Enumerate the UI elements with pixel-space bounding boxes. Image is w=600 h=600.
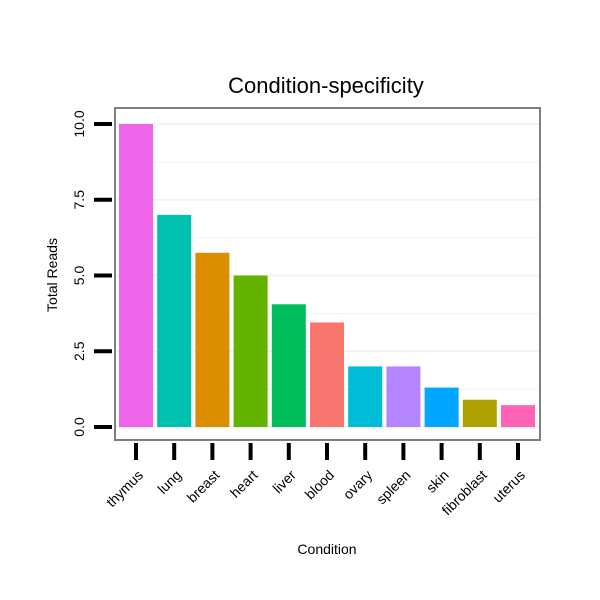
x-tick-label: uterus bbox=[489, 467, 528, 506]
bar-heart bbox=[233, 275, 268, 427]
x-tick-label: blood bbox=[302, 467, 338, 503]
bar-uterus bbox=[501, 405, 535, 427]
bar-spleen bbox=[386, 366, 421, 427]
chart-title: Condition-specificity bbox=[228, 73, 424, 98]
x-tick-label: spleen bbox=[373, 467, 413, 507]
y-tick-label: 0.0 bbox=[71, 417, 87, 437]
x-tick-label: liver bbox=[269, 467, 299, 497]
y-tick-label: 2.5 bbox=[71, 341, 87, 361]
bar-breast bbox=[195, 252, 230, 427]
y-axis: 0.0 2.5 5.0 7.5 10.0 bbox=[71, 110, 112, 437]
x-axis-label: Condition bbox=[297, 541, 356, 557]
y-axis-label: Total Reads bbox=[44, 238, 60, 312]
bar-thymus bbox=[119, 124, 153, 427]
bar-lung bbox=[157, 214, 192, 427]
x-axis: thymus lung breast heart liver blood ovarysple… bbox=[103, 443, 528, 518]
y-tick-label: 10.0 bbox=[71, 110, 87, 137]
bar-blood bbox=[310, 322, 344, 427]
x-tick-label: heart bbox=[227, 467, 261, 501]
bar-ovary bbox=[348, 366, 383, 427]
x-tick-label: breast bbox=[184, 467, 223, 506]
bar-liver bbox=[271, 304, 306, 427]
x-tick-label: thymus bbox=[103, 467, 146, 510]
bar-fibroblast bbox=[462, 399, 497, 427]
x-tick-label: ovary bbox=[340, 467, 376, 503]
y-tick-label: 5.0 bbox=[71, 266, 87, 286]
x-tick-label: skin bbox=[423, 467, 452, 496]
bar-skin bbox=[424, 387, 459, 427]
x-tick-label: lung bbox=[154, 467, 184, 497]
y-tick-label: 7.5 bbox=[71, 190, 87, 210]
bars bbox=[119, 124, 535, 427]
